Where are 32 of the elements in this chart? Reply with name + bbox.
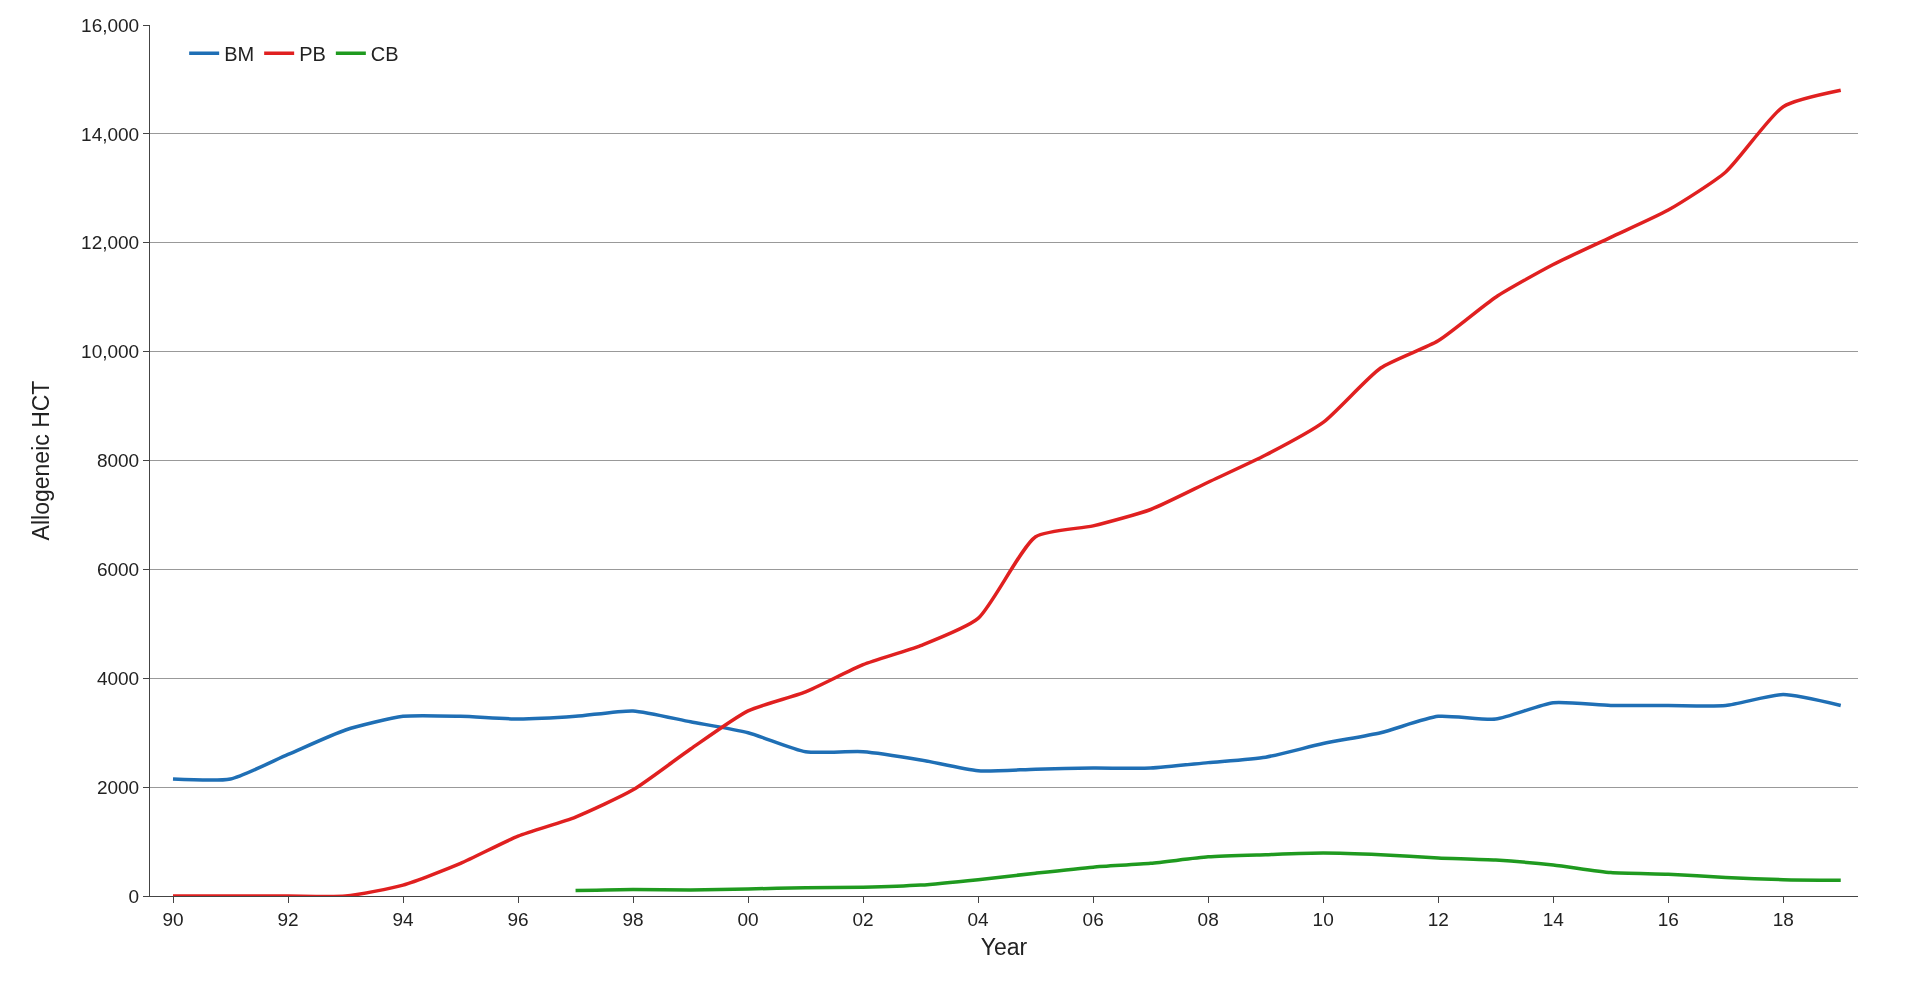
y-tick-label: 8000	[96, 450, 140, 472]
x-tick-label: 16	[1657, 908, 1679, 930]
y-tick-label: 4000	[96, 667, 140, 689]
x-tick-label: 10	[1312, 908, 1334, 930]
legend-label: BM	[224, 43, 255, 66]
x-tick-label: 94	[392, 908, 415, 930]
legend-label: PB	[299, 43, 326, 66]
line-series	[171, 88, 1843, 896]
x-tick-label: 90	[162, 908, 184, 930]
y-tick-label: 2000	[96, 776, 140, 798]
line-series	[573, 851, 1843, 893]
y-tick-label: 16,000	[81, 14, 140, 36]
x-tick-label: 98	[622, 908, 644, 930]
x-tick-label: 06	[1082, 908, 1104, 930]
y-tick-label: 12,000	[81, 232, 140, 254]
x-axis-title: Year	[980, 934, 1028, 961]
y-tick-label: 0	[128, 885, 140, 907]
y-axis-title: Allogeneic HCT	[27, 380, 54, 541]
x-tick-label: 00	[737, 908, 759, 930]
x-tick-label: 12	[1427, 908, 1449, 930]
x-tick-label: 02	[852, 908, 874, 930]
legend-label: CB	[370, 43, 399, 66]
y-tick-label: 10,000	[81, 341, 140, 363]
x-tick-label: 14	[1542, 908, 1565, 930]
line-series	[171, 692, 1843, 782]
y-tick-label: 6000	[96, 559, 140, 581]
x-tick-label: 08	[1197, 908, 1219, 930]
x-tick-label: 18	[1772, 908, 1794, 930]
y-tick-label: 14,000	[81, 123, 140, 145]
x-tick-label: 04	[967, 908, 990, 930]
x-tick-label: 92	[277, 908, 299, 930]
x-tick-label: 96	[507, 908, 529, 930]
